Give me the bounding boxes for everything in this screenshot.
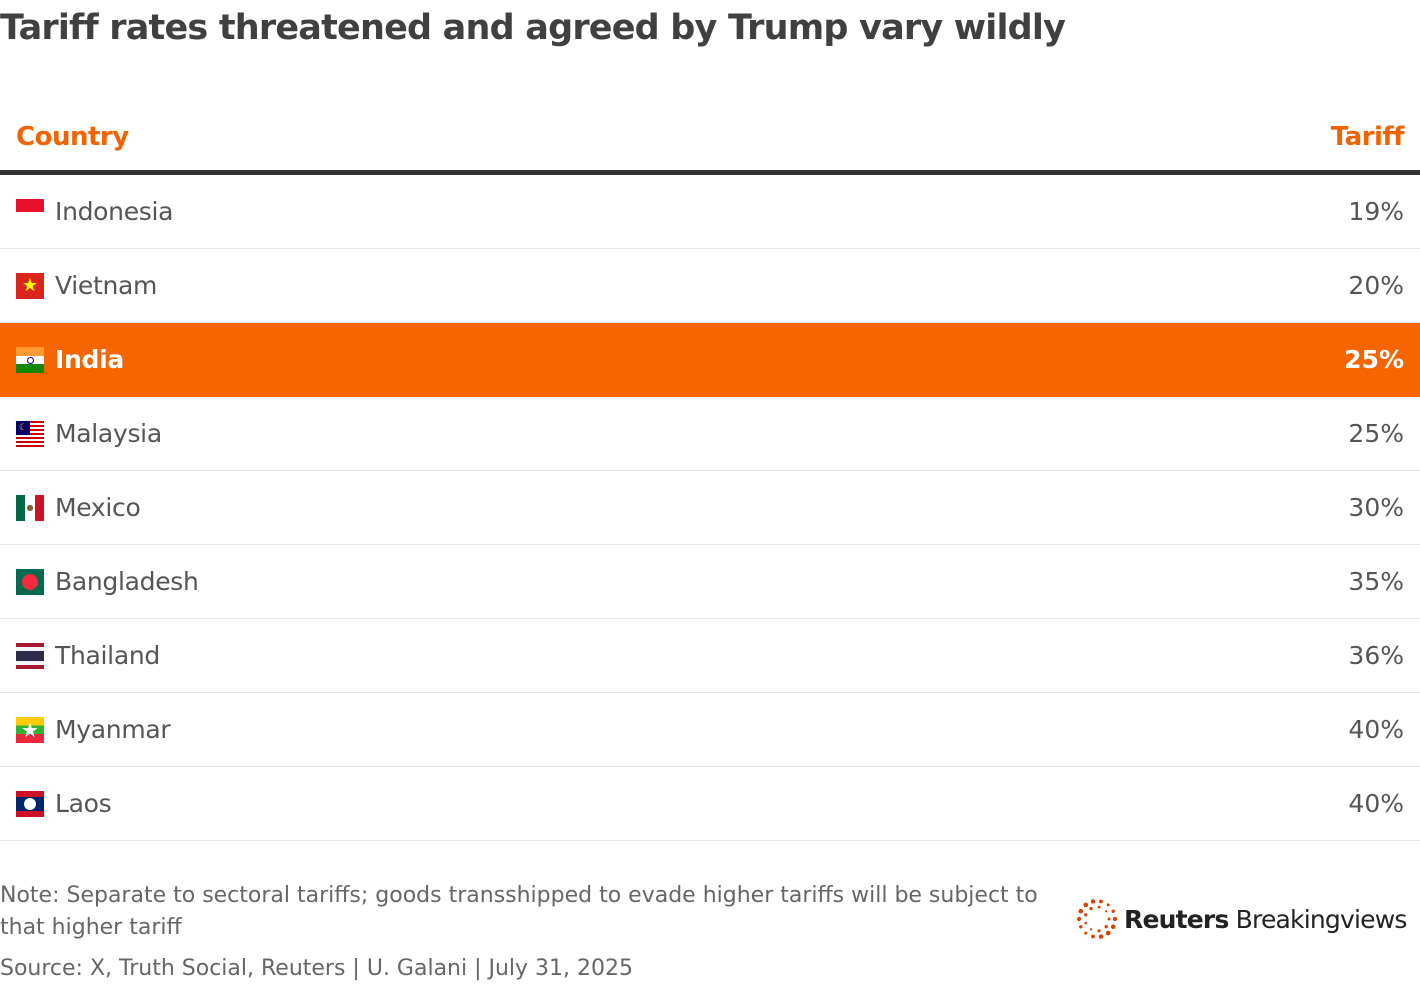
tariff-value: 36%	[1348, 641, 1404, 670]
table-row: Bangladesh 35%	[0, 545, 1420, 619]
country-name: Mexico	[55, 493, 141, 522]
country-name: Bangladesh	[55, 567, 199, 596]
column-header-country: Country	[16, 122, 129, 152]
table-row: Thailand 36%	[0, 619, 1420, 693]
country-name: Indonesia	[55, 197, 174, 226]
tariff-value: 25%	[1344, 345, 1404, 374]
table-header: Country Tariff	[0, 118, 1420, 175]
country-name: Thailand	[55, 641, 160, 670]
country-name: Vietnam	[55, 271, 158, 300]
table-row: ● Mexico 30%	[0, 471, 1420, 545]
column-header-tariff: Tariff	[1330, 122, 1405, 152]
tariff-value: 19%	[1348, 197, 1404, 226]
country-name: Myanmar	[55, 715, 171, 744]
tariff-value: 20%	[1348, 271, 1404, 300]
note: Note: Separate to sectoral tariffs; good…	[0, 883, 1038, 940]
mexico-flag-icon: ●	[16, 495, 44, 521]
reuters-breakingviews-logo: Reuters Breakingviews	[1076, 898, 1407, 940]
table-row: ★ Myanmar 40%	[0, 693, 1420, 767]
malaysia-flag-icon: ☾	[16, 421, 44, 447]
thailand-flag-icon	[16, 643, 44, 669]
tariff-value: 40%	[1348, 715, 1404, 744]
country-name: Malaysia	[55, 419, 162, 448]
country-name: India	[55, 345, 124, 374]
table-row: Indonesia 19%	[0, 175, 1420, 249]
tariff-value: 40%	[1348, 789, 1404, 818]
table-row: India 25%	[0, 323, 1420, 397]
source: Source: X, Truth Social, Reuters | U. Ga…	[0, 956, 634, 981]
reuters-dots-icon	[1076, 899, 1118, 939]
chart-title: Tariff rates threatened and agreed by Tr…	[0, 8, 1066, 48]
myanmar-flag-icon: ★	[16, 717, 44, 743]
table-row: ☾ Malaysia 25%	[0, 397, 1420, 471]
tariff-value: 35%	[1348, 567, 1404, 596]
vietnam-flag-icon: ★	[16, 273, 44, 299]
laos-flag-icon	[16, 791, 44, 817]
country-name: Laos	[55, 789, 112, 818]
indonesia-flag-icon	[16, 199, 44, 225]
table-row: ★ Vietnam 20%	[0, 249, 1420, 323]
india-flag-icon	[16, 347, 44, 373]
tariff-value: 30%	[1348, 493, 1404, 522]
table-row: Laos 40%	[0, 767, 1420, 841]
table-body: Indonesia 19% ★ Vietnam 20% India 25% ☾ Ma…	[0, 175, 1420, 841]
bangladesh-flag-icon	[16, 569, 44, 595]
tariff-value: 25%	[1348, 419, 1404, 448]
